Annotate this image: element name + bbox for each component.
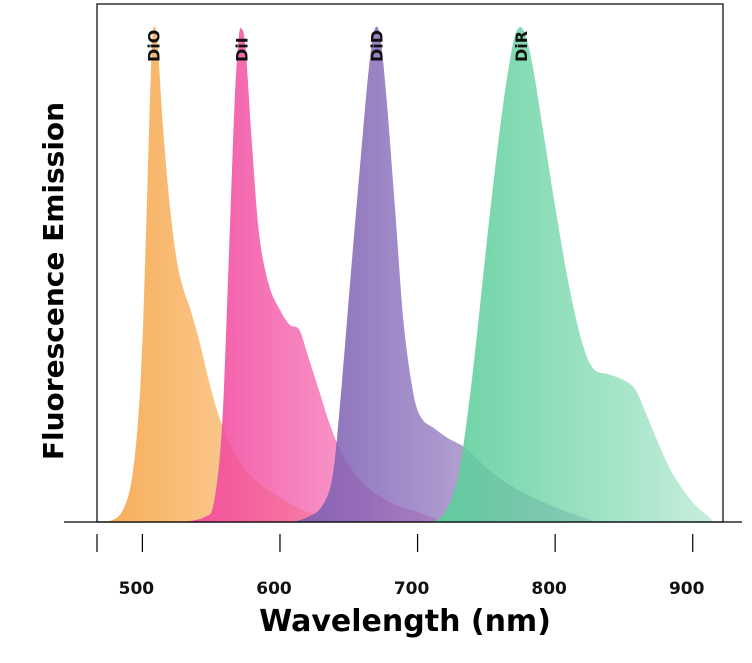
series-areas — [106, 26, 714, 523]
x-tick-label: 500 — [119, 579, 155, 599]
series-label-dir: DiR — [512, 31, 531, 62]
series-area-dii — [183, 27, 446, 523]
series-area-dio — [106, 26, 349, 522]
x-tick-label: 800 — [531, 579, 567, 599]
x-tick-label: 700 — [394, 579, 430, 599]
x-axis-ticks: 500 600 700 800 900 — [96, 534, 705, 599]
series-area-dir — [431, 27, 714, 523]
x-tick-label: 600 — [256, 579, 292, 599]
series-label-dio: DiO — [144, 30, 163, 62]
y-axis-label: Fluorescence Emission — [37, 101, 70, 461]
series-area-did — [293, 26, 597, 523]
series-label-did: DiD — [367, 30, 386, 62]
series-labels: DiO DiI DiD DiR — [144, 30, 530, 62]
series-label-dii: DiI — [232, 37, 251, 62]
x-tick-label: 900 — [669, 579, 705, 599]
x-axis-label: Wavelength (nm) — [259, 604, 551, 639]
